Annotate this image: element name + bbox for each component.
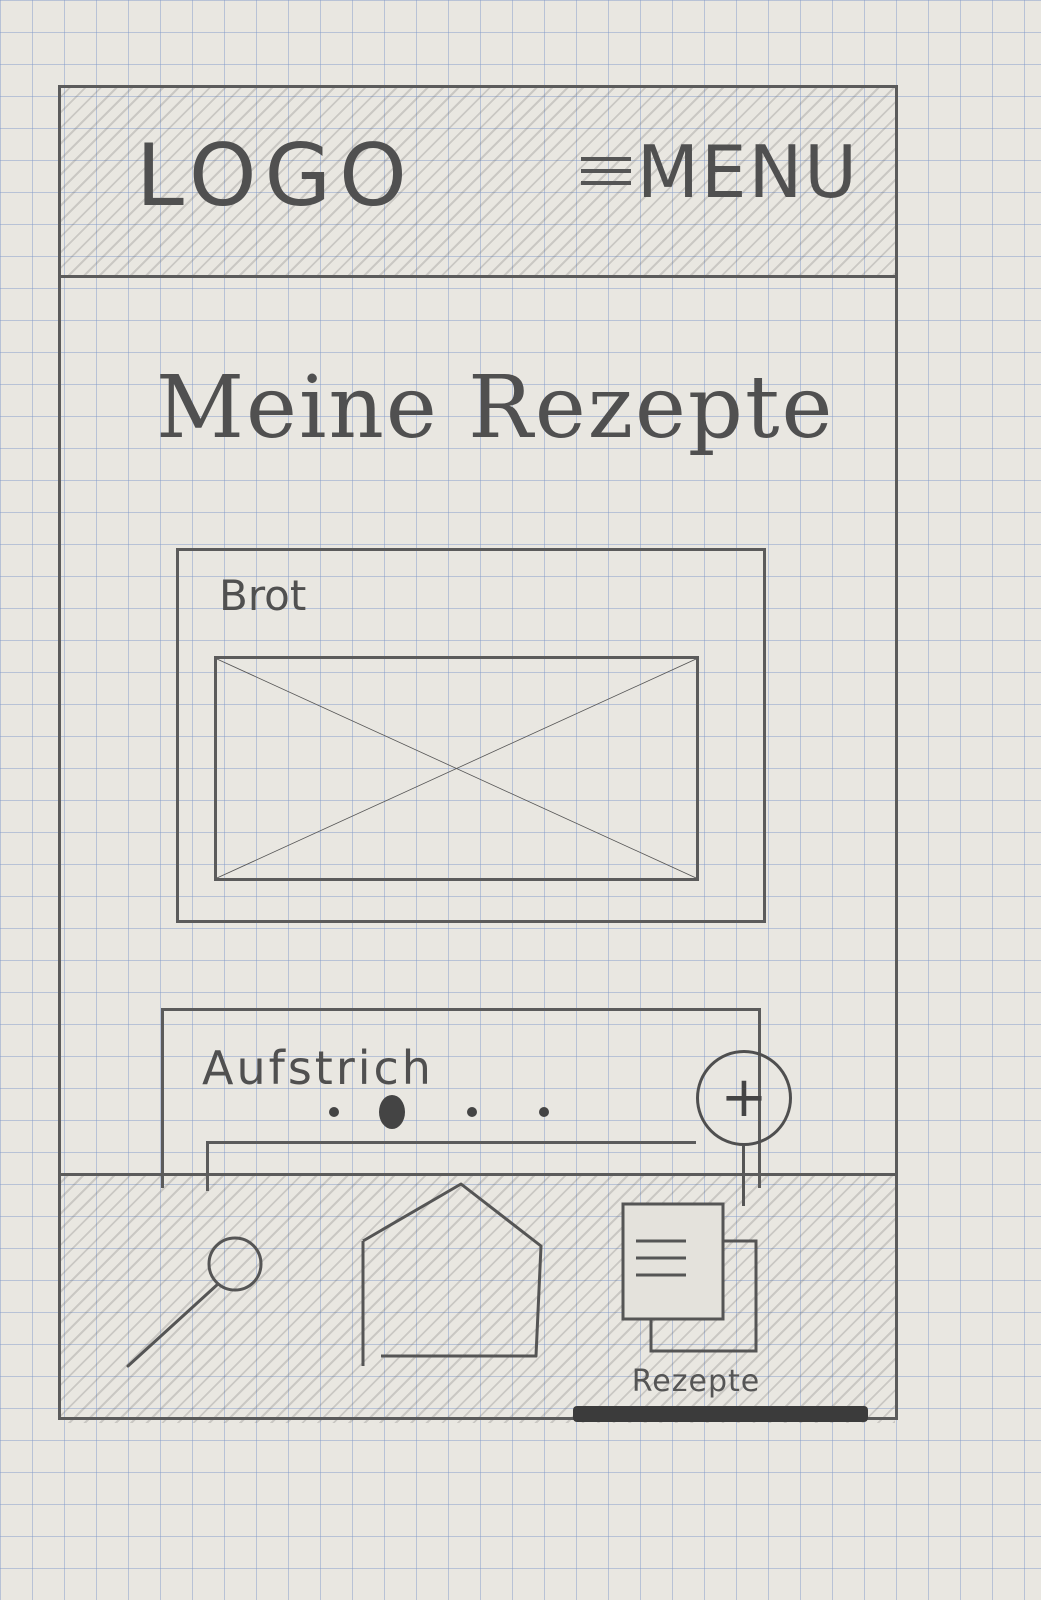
recipe-book-icon [621,1202,758,1353]
nav-rezepte[interactable]: Rezepte [611,1196,781,1401]
pagination-dot[interactable] [467,1107,477,1117]
image-placeholder-icon [206,1141,696,1191]
nav-home[interactable] [351,1176,561,1376]
home-icon [361,1182,543,1366]
app-header: LOGO MENU [61,88,895,278]
hamburger-icon [580,149,633,195]
pagination-dot[interactable] [329,1107,339,1117]
nav-rezepte-label: Rezepte [631,1364,761,1399]
bottom-nav: Rezepte [61,1173,895,1423]
pagination-dot-active[interactable] [379,1095,405,1129]
add-recipe-button[interactable]: + [696,1050,792,1146]
nav-search[interactable] [123,1216,273,1376]
page-title: Meine Rezepte [156,358,835,458]
recipe-card-aufstrich[interactable]: Aufstrich [161,1008,761,1191]
image-placeholder-icon [214,656,699,881]
active-tab-indicator [573,1406,868,1422]
plus-icon: + [720,1065,768,1130]
menu-label: MENU [636,130,859,214]
recipe-card-title: Aufstrich [202,1041,434,1095]
divider [742,1146,745,1206]
pagination-dot[interactable] [539,1107,549,1117]
pagination-dots [329,1093,559,1133]
search-icon [126,1236,263,1368]
menu-button[interactable]: MENU [580,130,859,214]
logo[interactable]: LOGO [136,126,415,226]
recipe-card-title: Brot [219,571,307,620]
phone-frame: LOGO MENU Meine Rezepte Brot Aufstrich + [58,85,898,1423]
recipe-card-brot[interactable]: Brot [176,548,766,923]
